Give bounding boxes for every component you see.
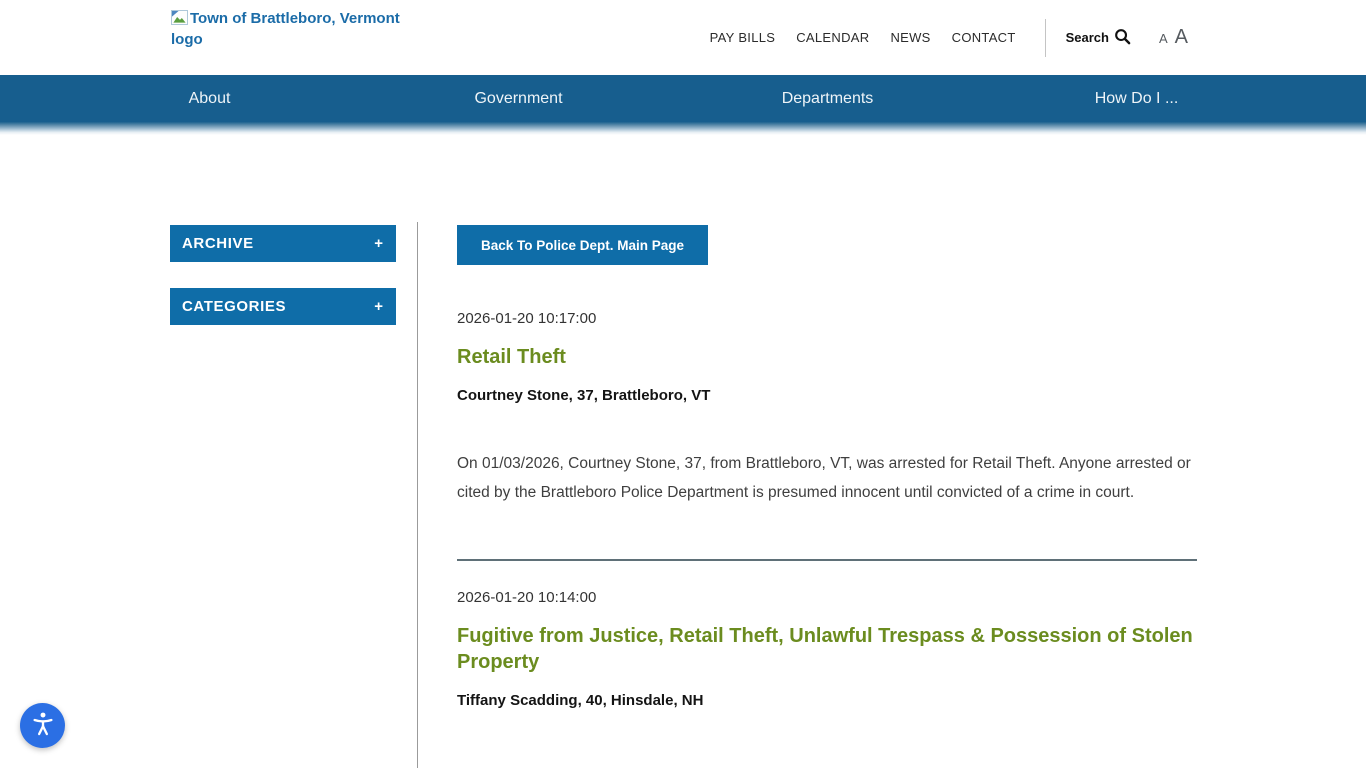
search-button[interactable]: Search <box>1066 28 1131 48</box>
nav-item-how-do-i[interactable]: How Do I ... <box>1094 89 1179 107</box>
utility-link-news[interactable]: NEWS <box>890 30 931 45</box>
plus-icon: + <box>374 235 383 252</box>
site-logo-link[interactable]: Town of Brattleboro, Vermont logo <box>171 9 421 49</box>
article-timestamp: 2026-01-20 10:14:00 <box>457 589 597 606</box>
nav-item-government[interactable]: Government <box>474 89 563 107</box>
utility-link-contact[interactable]: CONTACT <box>951 30 1016 45</box>
utility-link-calendar[interactable]: CALENDAR <box>796 30 870 45</box>
news-article: 2026-01-20 10:14:00 Fugitive from Justic… <box>457 589 1197 709</box>
categories-panel-label: CATEGORIES <box>182 298 287 315</box>
site-header: Town of Brattleboro, Vermont logo PAY BI… <box>0 0 1366 75</box>
article-subject: Tiffany Scadding, 40, Hinsdale, NH <box>457 692 704 709</box>
search-label: Search <box>1065 30 1109 45</box>
text-smaller-button[interactable]: A <box>1158 31 1168 46</box>
header-utility-bar: PAY BILLS CALENDAR NEWS CONTACT Search A… <box>710 0 1188 75</box>
utility-link-pay-bills[interactable]: PAY BILLS <box>709 30 776 45</box>
main-navigation: About Government Departments How Do I ..… <box>0 75 1366 122</box>
main-content: Back To Police Dept. Main Page 2026-01-2… <box>457 225 1197 754</box>
sidebar-content-divider <box>417 222 418 768</box>
archive-panel-label: ARCHIVE <box>182 235 254 252</box>
nav-item-departments[interactable]: Departments <box>781 89 874 107</box>
plus-icon: + <box>374 298 383 315</box>
article-title: Retail Theft <box>457 346 566 368</box>
header-divider <box>1044 18 1046 57</box>
site-logo-alt-text: Town of Brattleboro, Vermont logo <box>171 10 400 48</box>
article-timestamp: 2026-01-20 10:17:00 <box>457 310 597 327</box>
back-to-police-dept-button[interactable]: Back To Police Dept. Main Page <box>457 225 708 265</box>
sidebar: ARCHIVE + CATEGORIES + <box>170 225 396 351</box>
article-separator <box>457 559 1197 561</box>
sidebar-panel-archive[interactable]: ARCHIVE + <box>170 225 396 262</box>
broken-image-icon <box>171 10 188 30</box>
text-larger-button[interactable]: A <box>1174 26 1188 48</box>
nav-bottom-gradient <box>0 122 1366 135</box>
text-resize-controls: A A <box>1159 26 1188 49</box>
nav-item-about[interactable]: About <box>188 89 231 107</box>
accessibility-widget-button[interactable] <box>20 703 65 748</box>
article-title: Fugitive from Justice, Retail Theft, Unl… <box>457 625 1193 673</box>
accessibility-person-icon <box>29 710 57 741</box>
sidebar-panel-categories[interactable]: CATEGORIES + <box>170 288 396 325</box>
article-subject: Courtney Stone, 37, Brattleboro, VT <box>457 387 711 404</box>
article-body: On 01/03/2026, Courtney Stone, 37, from … <box>457 455 1191 501</box>
search-icon <box>1114 28 1131 48</box>
news-article: 2026-01-20 10:17:00 Retail Theft Courtne… <box>457 310 1197 507</box>
